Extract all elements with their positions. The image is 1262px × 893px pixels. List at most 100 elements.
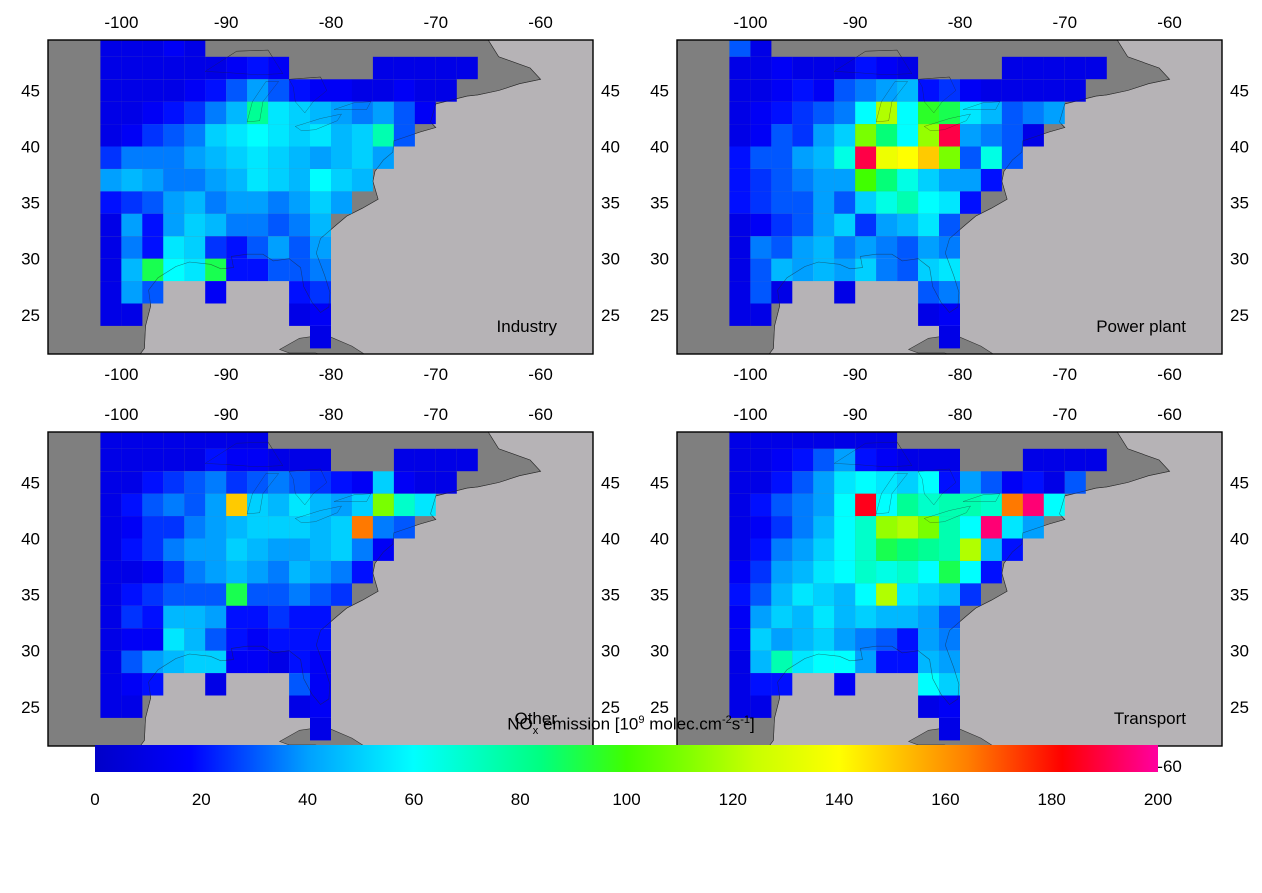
- grid-cell: [729, 583, 751, 606]
- grid-cell: [897, 628, 919, 651]
- grid-cell: [855, 258, 877, 282]
- grid-cell: [792, 258, 814, 282]
- map-panel-industry: -100 -100 -90 -90 -80 -80 -70 -70 -60 -60 45 45 40 40…: [21, 13, 620, 384]
- grid-cell: [918, 213, 940, 237]
- grid-cell: [939, 101, 960, 125]
- lat-tick-label: 30: [650, 250, 669, 269]
- grid-cell: [918, 448, 940, 472]
- lon-tick-label: -100: [733, 405, 767, 424]
- grid-cell: [771, 583, 793, 606]
- lat-tick-label: 25: [650, 306, 669, 325]
- lat-tick-label: 40: [1230, 138, 1249, 157]
- lon-tick-label: -60: [1157, 13, 1182, 32]
- grid-cell: [834, 213, 856, 237]
- grid-cell: [729, 605, 751, 629]
- grid-cell: [184, 236, 206, 259]
- grid-cell: [100, 191, 122, 214]
- grid-cell: [876, 124, 898, 147]
- lon-tick-label: -60: [528, 365, 553, 384]
- grid-cell: [142, 169, 164, 192]
- grid-cell: [100, 56, 122, 80]
- grid-cell: [918, 303, 940, 326]
- grid-cell: [226, 628, 248, 651]
- grid-cell: [918, 695, 940, 718]
- grid-cell: [960, 516, 981, 539]
- lake-outline: [246, 81, 280, 123]
- lat-tick-label: 40: [650, 138, 669, 157]
- grid-cell: [247, 538, 269, 561]
- grid-cell: [750, 146, 772, 169]
- grid-cell: [331, 538, 352, 561]
- grid-cell: [939, 79, 960, 102]
- grid-cell: [414, 101, 436, 125]
- grid-cell: [918, 650, 940, 674]
- grid-cell: [310, 101, 331, 125]
- colorbar-tick-label: 80: [511, 790, 530, 809]
- grid-cell: [876, 538, 898, 561]
- grid-cell: [142, 213, 164, 237]
- grid-cell: [331, 169, 352, 192]
- grid-cell: [1064, 448, 1086, 472]
- grid-cell: [435, 79, 457, 102]
- grid-cell: [876, 561, 898, 584]
- grid-cell: [792, 561, 814, 584]
- grid-cell: [100, 213, 122, 237]
- grid-cell: [268, 605, 290, 629]
- grid-cell: [247, 561, 269, 584]
- grid-cell: [918, 583, 940, 606]
- grid-cell: [310, 538, 331, 561]
- grid-cell: [372, 79, 394, 102]
- grid-cell: [771, 281, 793, 304]
- grid-cell: [771, 124, 793, 147]
- grid-cell: [792, 605, 814, 629]
- grid-cell: [729, 628, 751, 651]
- grid-cell: [100, 79, 122, 102]
- lake-outline: [334, 493, 372, 502]
- lake-outline: [923, 505, 972, 524]
- grid-cell: [163, 124, 185, 147]
- grid-cell: [792, 432, 814, 449]
- grid-cell: [372, 101, 394, 125]
- grid-cell: [960, 169, 981, 192]
- grid-cell: [351, 101, 373, 125]
- lat-tick-label: 30: [1230, 250, 1249, 269]
- grid-cell: [960, 101, 981, 125]
- grid-cell: [1064, 79, 1086, 102]
- grid-cell: [163, 169, 185, 192]
- grid-cell: [100, 432, 122, 449]
- grid-cell: [834, 432, 856, 449]
- grid-cell: [226, 583, 248, 606]
- lat-tick-label: 45: [1230, 474, 1249, 493]
- grid-cell: [918, 146, 940, 169]
- grid-cell: [960, 538, 981, 561]
- grid-cell: [310, 583, 331, 606]
- grid-cell: [121, 146, 143, 169]
- grid-cell: [729, 79, 751, 102]
- lake-outline: [917, 468, 957, 506]
- grid-cell: [247, 79, 269, 102]
- grid-cell: [351, 538, 373, 561]
- grid-cell: [792, 236, 814, 259]
- grid-cell: [310, 561, 331, 584]
- panel-label: Transport: [1114, 709, 1186, 728]
- grid-cell: [184, 79, 206, 102]
- grid-cell: [750, 40, 772, 57]
- grid-cell: [100, 538, 122, 561]
- grid-cell: [184, 146, 206, 169]
- grid-cell: [205, 493, 227, 517]
- grid-cell: [121, 40, 143, 57]
- grid-cell: [771, 673, 793, 696]
- grid-cell: [142, 493, 164, 517]
- grid-cell: [289, 213, 311, 237]
- grid-cell: [142, 471, 164, 494]
- grid-cell: [142, 236, 164, 259]
- grid-cell: [813, 448, 835, 472]
- grid-cell: [729, 56, 751, 80]
- grid-cell: [121, 493, 143, 517]
- grid-cell: [855, 191, 877, 214]
- grid-cell: [897, 101, 919, 125]
- grid-cell: [1022, 124, 1044, 147]
- grid-cell: [876, 213, 898, 237]
- grid-cell: [750, 281, 772, 304]
- grid-cell: [142, 432, 164, 449]
